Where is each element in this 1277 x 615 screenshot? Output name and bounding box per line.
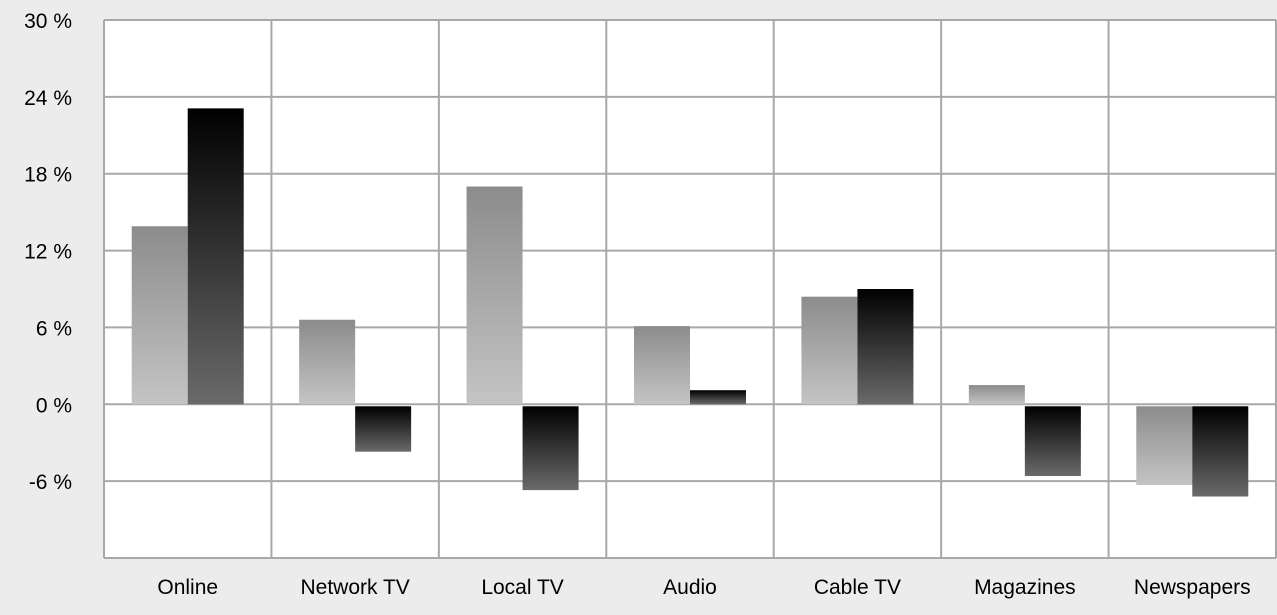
- bar-series-2-online: [187, 108, 244, 405]
- bar-series-1-cable-tv: [801, 296, 858, 405]
- bar-series-2-cable-tv: [857, 289, 914, 405]
- x-tick-label: Local TV: [481, 576, 564, 599]
- plot-area: [104, 20, 1276, 558]
- y-tick-label: 18 %: [24, 164, 72, 187]
- y-tick-label: 24 %: [24, 87, 72, 110]
- bar-series-2-audio: [690, 390, 746, 405]
- bar-series-1-local-tv: [466, 186, 523, 405]
- y-tick-label: 6 %: [36, 317, 72, 340]
- y-tick-label: 30 %: [24, 10, 72, 33]
- x-tick-label: Audio: [663, 576, 717, 599]
- x-tick-label: Cable TV: [814, 576, 901, 599]
- x-tick-label: Magazines: [974, 576, 1076, 599]
- bar-series-2-network-tv: [355, 406, 412, 452]
- y-tick-label: -6 %: [29, 471, 72, 494]
- y-tick-label: 0 %: [36, 394, 72, 417]
- x-tick-label: Newspapers: [1134, 576, 1251, 599]
- y-tick-label: 12 %: [24, 241, 72, 264]
- x-tick-label: Online: [157, 576, 218, 599]
- bar-series-2-local-tv: [522, 406, 579, 491]
- bar-series-1-audio: [634, 326, 690, 405]
- bar-series-1-online: [131, 226, 188, 405]
- bar-series-1-magazines: [968, 385, 1025, 405]
- bar-series-1-newspapers: [1136, 406, 1193, 485]
- x-tick-label: Network TV: [300, 576, 409, 599]
- bar-series-1-network-tv: [299, 319, 356, 405]
- bar-series-2-magazines: [1024, 406, 1081, 477]
- bar-series-2-newspapers: [1192, 406, 1249, 497]
